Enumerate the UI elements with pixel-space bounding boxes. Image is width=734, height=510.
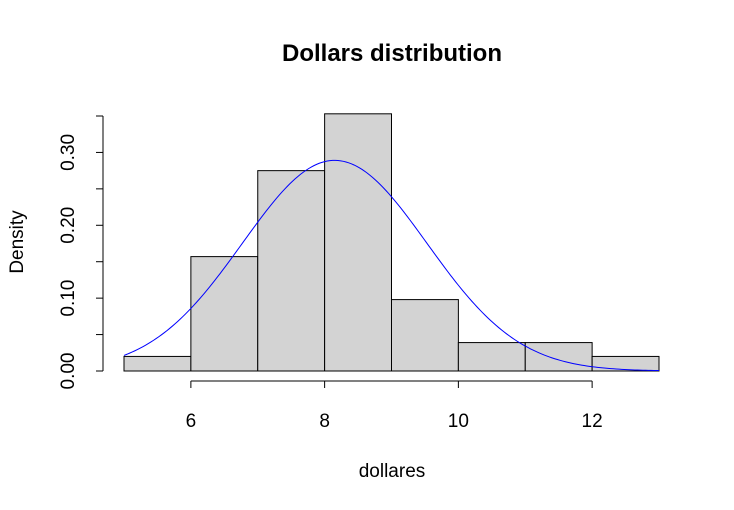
y-axis-label: Density xyxy=(7,210,28,274)
y-tick-label-2: 0.20 xyxy=(58,207,79,244)
histogram-bar-2 xyxy=(190,256,259,372)
histogram-bar-1 xyxy=(123,355,192,372)
histogram-bar-8 xyxy=(591,355,660,372)
x-tick-label-6: 6 xyxy=(186,411,197,432)
y-axis: 0.00 0.10 0.20 0.30 xyxy=(58,115,104,390)
histogram-bar-5 xyxy=(391,299,459,372)
x-axis: 6 8 10 12 xyxy=(186,380,603,432)
y-tick-label-3: 0.30 xyxy=(58,134,79,171)
x-tick-label-12: 12 xyxy=(582,411,603,432)
density-curve-layer xyxy=(123,159,660,372)
normal-density-curve xyxy=(123,159,660,372)
histogram-bar-7 xyxy=(524,342,593,372)
histogram-bar-6 xyxy=(457,342,526,372)
chart-title: Dollars distribution xyxy=(282,40,502,67)
histogram-bar-4 xyxy=(324,113,392,372)
x-axis-label: dollares xyxy=(359,461,426,482)
histogram-bars xyxy=(123,113,660,372)
y-tick-label-1: 0.10 xyxy=(58,280,79,317)
y-tick-label-0: 0.00 xyxy=(58,353,79,390)
histogram-bar-3 xyxy=(257,170,326,372)
x-tick-label-8: 8 xyxy=(319,411,330,432)
x-tick-label-10: 10 xyxy=(448,411,469,432)
